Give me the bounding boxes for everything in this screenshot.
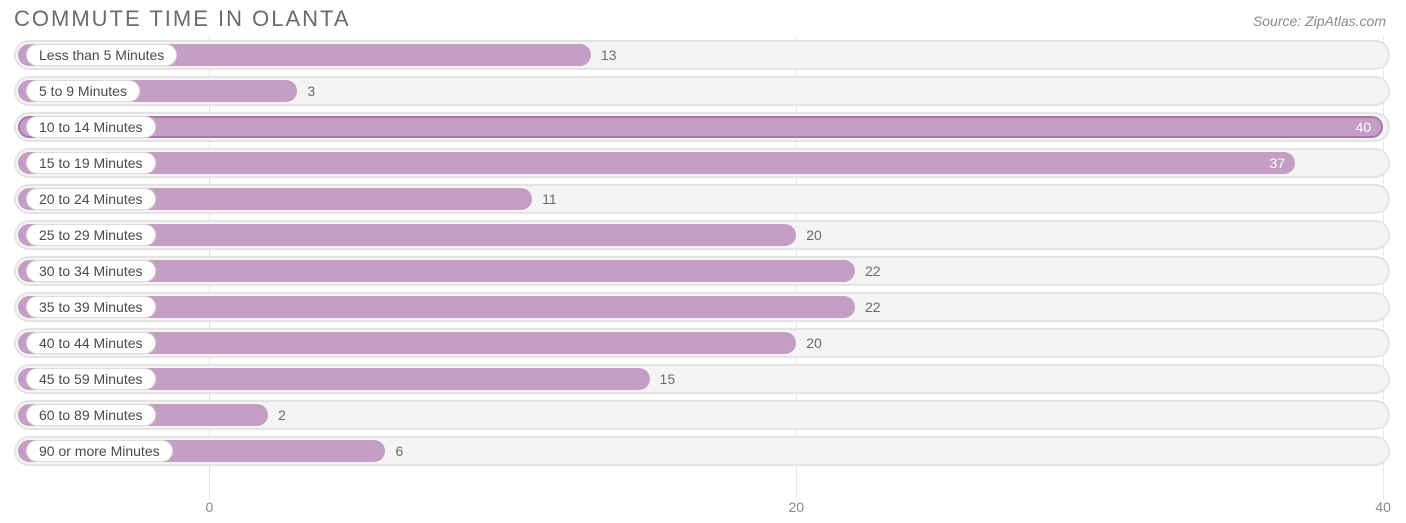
category-label: 20 to 24 Minutes xyxy=(26,188,156,210)
category-label: Less than 5 Minutes xyxy=(26,44,177,66)
bar-value: 20 xyxy=(796,328,822,358)
category-label: 15 to 19 Minutes xyxy=(26,152,156,174)
category-label: 90 or more Minutes xyxy=(26,440,173,462)
bar-row: 2 60 to 89 Minutes xyxy=(14,400,1390,430)
bar-value: 13 xyxy=(591,40,617,70)
bar-row: 3 5 to 9 Minutes xyxy=(14,76,1390,106)
bar-row: 22 35 to 39 Minutes xyxy=(14,292,1390,322)
bar-value: 22 xyxy=(855,256,881,286)
category-label: 30 to 34 Minutes xyxy=(26,260,156,282)
bar: 40 xyxy=(18,116,1383,138)
x-axis: 0 20 40 xyxy=(14,499,1390,517)
chart-title: COMMUTE TIME IN OLANTA xyxy=(14,6,351,32)
category-label: 5 to 9 Minutes xyxy=(26,80,140,102)
bar-value: 6 xyxy=(385,436,403,466)
x-tick: 20 xyxy=(788,499,804,515)
category-label: 60 to 89 Minutes xyxy=(26,404,156,426)
chart-header: COMMUTE TIME IN OLANTA Source: ZipAtlas.… xyxy=(0,0,1406,32)
bar-row: 20 25 to 29 Minutes xyxy=(14,220,1390,250)
category-label: 45 to 59 Minutes xyxy=(26,368,156,390)
bar-value: 15 xyxy=(650,364,676,394)
bar-row: 15 45 to 59 Minutes xyxy=(14,364,1390,394)
chart-source: Source: ZipAtlas.com xyxy=(1253,13,1386,29)
bar-row: 4010 to 14 Minutes xyxy=(14,112,1390,142)
category-label: 40 to 44 Minutes xyxy=(26,332,156,354)
bar-row: 22 30 to 34 Minutes xyxy=(14,256,1390,286)
category-label: 35 to 39 Minutes xyxy=(26,296,156,318)
category-label: 10 to 14 Minutes xyxy=(26,116,156,138)
bar-value: 20 xyxy=(796,220,822,250)
bar-value: 22 xyxy=(855,292,881,322)
bar-row: 20 40 to 44 Minutes xyxy=(14,328,1390,358)
bar-row: 3715 to 19 Minutes xyxy=(14,148,1390,178)
bar-rows: 13 Less than 5 Minutes 3 5 to 9 Minutes 4010… xyxy=(14,40,1390,495)
chart-plot-area: 13 Less than 5 Minutes 3 5 to 9 Minutes 4010… xyxy=(14,40,1390,495)
bar-row: 11 20 to 24 Minutes xyxy=(14,184,1390,214)
x-tick: 40 xyxy=(1375,499,1391,515)
bar-row: 13 Less than 5 Minutes xyxy=(14,40,1390,70)
category-label: 25 to 29 Minutes xyxy=(26,224,156,246)
bar-value: 11 xyxy=(532,184,557,214)
bar-value: 3 xyxy=(297,76,315,106)
bar-row: 6 90 or more Minutes xyxy=(14,436,1390,466)
bar: 37 xyxy=(18,152,1295,174)
x-tick: 0 xyxy=(205,499,213,515)
bar-value: 2 xyxy=(268,400,286,430)
